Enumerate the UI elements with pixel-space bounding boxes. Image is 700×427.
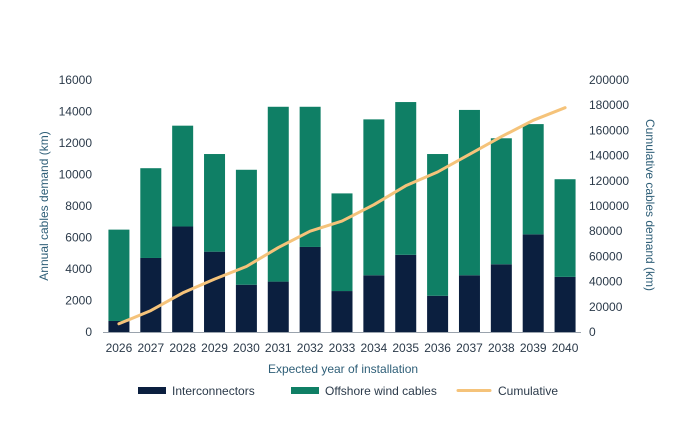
- bar-offshore-wind-cables-2037: [458, 109, 480, 276]
- x-axis-ticks: 2026 2027 2028 2029 2030 2031 2032 2033 2034 2035…: [106, 341, 579, 355]
- x-tick-label: 2036: [424, 341, 451, 355]
- y2-tick-label: 160000: [589, 123, 629, 137]
- legend-label-interconnectors: Interconnectors: [172, 384, 255, 398]
- bar-interconnectors-2030: [235, 284, 257, 332]
- bar-offshore-wind-cables-2027: [140, 168, 162, 258]
- y-axis-right-title: Cumulative cables demand (km): [643, 119, 657, 291]
- y2-tick-label: 140000: [589, 149, 629, 163]
- bar-offshore-wind-cables-2039: [522, 124, 544, 235]
- y-tick-label: 10000: [59, 168, 93, 182]
- x-tick-label: 2028: [169, 341, 196, 355]
- bar-offshore-wind-cables-2030: [235, 169, 257, 285]
- y2-tick-label: 100000: [589, 199, 629, 213]
- bar-interconnectors-2034: [363, 275, 385, 332]
- legend-label-offshore-wind-cables: Offshore wind cables: [325, 384, 437, 398]
- y-axis-left-title: Annual cables demand (km): [37, 131, 51, 280]
- y2-tick-label: 80000: [589, 224, 623, 238]
- bar-offshore-wind-cables-2028: [172, 125, 194, 227]
- y2-tick-label: 180000: [589, 98, 629, 112]
- y-axis-right-ticks: 0 20000 40000 60000 80000 100000 120000 140000 1…: [589, 73, 629, 339]
- y-tick-label: 12000: [59, 136, 93, 150]
- legend-swatch-offshore-wind-cables: [291, 387, 319, 394]
- series-line-cumulative: [117, 106, 567, 326]
- y2-tick-label: 120000: [589, 174, 629, 188]
- bar-interconnectors-2029: [204, 251, 226, 332]
- y-tick-label: 4000: [65, 262, 92, 276]
- y-tick-label: 2000: [65, 294, 92, 308]
- bar-offshore-wind-cables-2026: [108, 229, 130, 321]
- x-tick-label: 2031: [265, 341, 292, 355]
- x-tick-label: 2030: [233, 341, 260, 355]
- bar-interconnectors-2040: [554, 276, 576, 332]
- y-tick-label: 6000: [65, 231, 92, 245]
- bar-offshore-wind-cables-2033: [331, 193, 353, 292]
- y-axis-left-ticks: 0 2000 4000 6000 8000 10000 12000 14000 16000: [59, 73, 93, 339]
- bar-interconnectors-2038: [490, 264, 512, 332]
- bar-offshore-wind-cables-2031: [267, 106, 289, 282]
- bar-interconnectors-2035: [395, 254, 417, 332]
- bar-interconnectors-2037: [458, 275, 480, 332]
- bar-offshore-wind-cables-2036: [427, 154, 449, 296]
- y2-tick-label: 200000: [589, 73, 629, 87]
- y-tick-label: 14000: [59, 105, 93, 119]
- y2-tick-label: 20000: [589, 300, 623, 314]
- bars-layer: [108, 102, 576, 332]
- x-tick-label: 2037: [456, 341, 483, 355]
- bar-interconnectors-2039: [522, 234, 544, 332]
- legend: Interconnectors Offshore wind cables Cum…: [138, 384, 558, 398]
- x-tick-label: 2040: [552, 341, 579, 355]
- y2-tick-label: 0: [589, 325, 596, 339]
- y-tick-label: 8000: [65, 199, 92, 213]
- bar-interconnectors-2028: [172, 226, 194, 332]
- bar-offshore-wind-cables-2040: [554, 179, 576, 277]
- x-tick-label: 2035: [392, 341, 419, 355]
- x-tick-label: 2034: [361, 341, 388, 355]
- bar-offshore-wind-cables-2034: [363, 119, 385, 276]
- y-tick-label: 16000: [59, 73, 93, 87]
- bar-interconnectors-2031: [267, 281, 289, 332]
- bar-offshore-wind-cables-2038: [490, 138, 512, 265]
- bar-offshore-wind-cables-2032: [299, 106, 321, 247]
- x-tick-label: 2033: [329, 341, 356, 355]
- bar-offshore-wind-cables-2035: [395, 102, 417, 255]
- x-tick-label: 2032: [297, 341, 324, 355]
- x-tick-label: 2029: [201, 341, 228, 355]
- bar-interconnectors-2032: [299, 246, 321, 332]
- y2-tick-label: 40000: [589, 275, 623, 289]
- x-tick-label: 2027: [137, 341, 164, 355]
- y-tick-label: 0: [85, 325, 92, 339]
- x-tick-label: 2026: [106, 341, 133, 355]
- bar-offshore-wind-cables-2029: [204, 154, 226, 252]
- legend-label-cumulative: Cumulative: [498, 384, 558, 398]
- y2-tick-label: 60000: [589, 249, 623, 263]
- bar-interconnectors-2026: [108, 320, 130, 332]
- bar-interconnectors-2027: [140, 257, 162, 332]
- x-axis-title: Expected year of installation: [268, 362, 418, 376]
- bar-interconnectors-2033: [331, 291, 353, 332]
- x-tick-label: 2038: [488, 341, 515, 355]
- legend-swatch-interconnectors: [138, 387, 166, 394]
- x-tick-label: 2039: [520, 341, 547, 355]
- bar-interconnectors-2036: [427, 295, 449, 332]
